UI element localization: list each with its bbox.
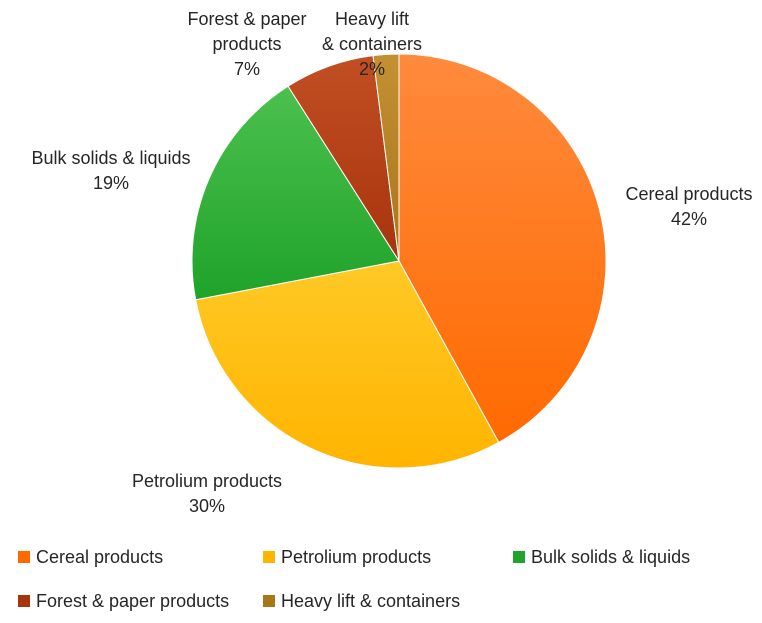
legend-item-petrolium: Petrolium products bbox=[263, 547, 513, 568]
legend-label-forest: Forest & paper products bbox=[36, 590, 230, 611]
legend-label-heavy-lift: Heavy lift & containers bbox=[281, 590, 461, 611]
legend-label-bulk: Bulk solids & liquids bbox=[531, 546, 691, 567]
legend-row-2: Forest & paper products Heavy lift & con… bbox=[18, 579, 758, 623]
legend-item-bulk: Bulk solids & liquids bbox=[513, 547, 690, 568]
pie-slice-heavy-lift bbox=[372, 53, 400, 262]
pie-slice-cereal bbox=[398, 53, 607, 444]
legend-item-heavy-lift: Heavy lift & containers bbox=[263, 591, 460, 612]
slice-labels: Cereal products 42% Petrolium products 30% B… bbox=[31, 9, 752, 516]
slice-label-bulk: Bulk solids & liquids 19% bbox=[31, 148, 190, 193]
legend-swatch-cereal bbox=[18, 551, 30, 563]
legend-label-petrolium: Petrolium products bbox=[281, 546, 432, 567]
legend-item-forest: Forest & paper products bbox=[18, 591, 263, 612]
legend-item-cereal: Cereal products bbox=[18, 547, 263, 568]
pie-slices bbox=[191, 53, 607, 469]
legend-swatch-forest bbox=[18, 595, 30, 607]
legend-swatch-heavy-lift bbox=[263, 595, 275, 607]
pie-slice-bulk bbox=[191, 85, 400, 301]
legend-swatch-petrolium bbox=[263, 551, 275, 563]
slice-label-petrolium: Petrolium products 30% bbox=[132, 471, 282, 516]
legend: Cereal products Petrolium products Bulk … bbox=[18, 535, 758, 623]
slice-label-forest: Forest & paper products 7% bbox=[187, 9, 306, 79]
legend-label-cereal: Cereal products bbox=[36, 546, 164, 567]
slice-label-cereal: Cereal products 42% bbox=[625, 184, 752, 229]
pie-slice-petrolium bbox=[195, 260, 500, 469]
legend-swatch-bulk bbox=[513, 551, 525, 563]
slice-label-heavy-lift: Heavy lift & containers 2% bbox=[322, 9, 422, 79]
legend-row-1: Cereal products Petrolium products Bulk … bbox=[18, 535, 758, 579]
